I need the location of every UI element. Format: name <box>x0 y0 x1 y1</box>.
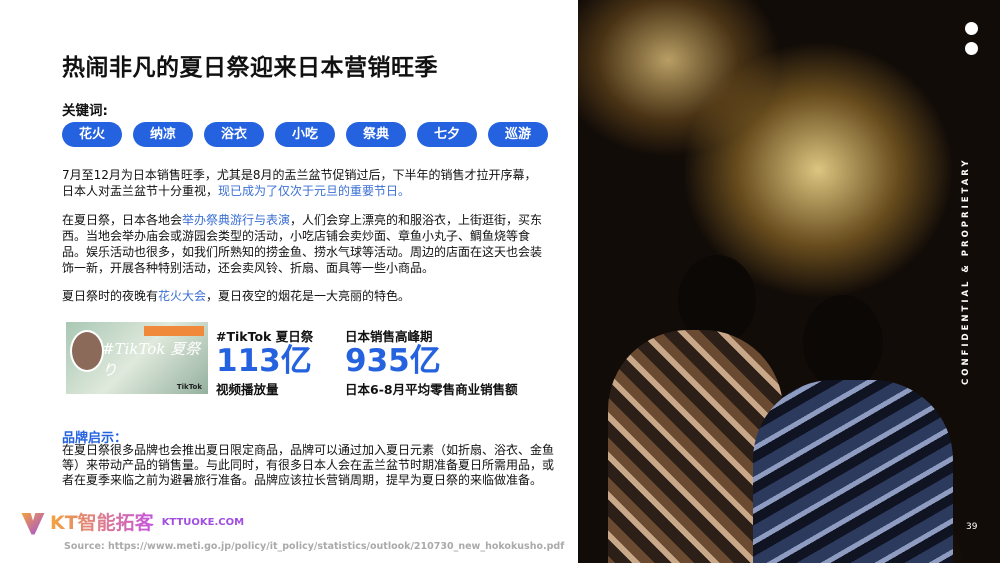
highlight-text: 举办祭典游行与表演 <box>182 213 291 227</box>
text: ，夏日夜空的烟花是一大亮丽的特色。 <box>206 289 411 303</box>
stat-subtitle: 视频播放量 <box>216 382 279 397</box>
menu-dots-icon <box>965 22 978 62</box>
kt-logo: KT智能拓客 KTTUOKE.COM <box>20 510 244 536</box>
text: ，人们会穿上漂亮的和服浴衣，上街逛街，买东西。当地会举办庙会或游园会类型的活动，… <box>62 213 543 275</box>
keyword-tag: 花火 <box>62 122 122 147</box>
keyword-tag: 巡游 <box>488 122 548 147</box>
confidential-label: CONFIDENTIAL & PROPRIETARY <box>961 157 971 385</box>
stat-heading: #TikTok 夏日祭 <box>216 329 314 344</box>
keyword-tags: 花火 纳凉 浴衣 小吃 祭典 七夕 巡游 <box>62 122 548 147</box>
thumbnail-script: #TikTok 夏祭り <box>102 340 201 379</box>
banner-shape <box>144 326 204 336</box>
paragraph-sales-season: 7月至12月为日本销售旺季，尤其是8月的盂兰盆节促销过后，下半年的销售才拉开序幕… <box>62 167 547 199</box>
paragraph-festival: 在夏日祭，日本各地会举办祭典游行与表演，人们会穿上漂亮的和服浴衣，上街逛街，买东… <box>62 212 547 276</box>
photo-circle <box>70 330 104 372</box>
brand-insight-heading: 品牌启示： <box>62 431 128 446</box>
source-citation: Source: https://www.meti.go.jp/policy/it… <box>64 541 565 552</box>
keyword-tag: 浴衣 <box>204 122 264 147</box>
stat-subtitle: 日本6-8月平均零售商业销售额 <box>345 382 518 397</box>
paragraph-fireworks: 夏日祭时的夜晚有花火大会，夏日夜空的烟花是一大亮丽的特色。 <box>62 288 547 304</box>
highlight-text: 现已成为了仅次于元旦的重要节日。 <box>218 184 411 198</box>
keyword-tag: 纳凉 <box>133 122 193 147</box>
tiktok-thumbnail: #TikTok 夏祭り TikTok <box>66 322 208 394</box>
stat-value: 113亿 <box>216 343 312 379</box>
highlight-text: 花火大会 <box>158 289 207 303</box>
keyword-tag: 七夕 <box>417 122 477 147</box>
text: 7月至12月为日本销售旺季，尤其是8月的盂兰盆节促销过后，下半年的销售才拉开序幕… <box>62 168 537 198</box>
fireworks-photo <box>578 0 1000 563</box>
stat-value: 935亿 <box>345 343 441 379</box>
brand-insight-text: 在夏日祭很多品牌也会推出夏日限定商品，品牌可以通过加入夏日元素（如折扇、浴衣、金… <box>62 443 555 487</box>
keyword-tag: 祭典 <box>346 122 406 147</box>
person-head <box>803 295 883 390</box>
kt-logo-name: KT智能拓客 <box>50 512 154 534</box>
kt-logo-url: KTTUOKE.COM <box>161 517 245 528</box>
page-title: 热闹非凡的夏日祭迎来日本营销旺季 <box>62 55 438 81</box>
keywords-label: 关键词: <box>62 103 108 119</box>
stat-heading: 日本销售高峰期 <box>345 329 433 344</box>
keyword-tag: 小吃 <box>275 122 335 147</box>
text: 夏日祭时的夜晚有 <box>62 289 159 303</box>
person-yukata <box>753 380 953 563</box>
text: 在夏日祭，日本各地会 <box>62 213 183 227</box>
tiktok-logo: TikTok <box>176 383 202 391</box>
kt-logo-icon <box>21 513 45 535</box>
page-number: 39 <box>966 522 978 532</box>
